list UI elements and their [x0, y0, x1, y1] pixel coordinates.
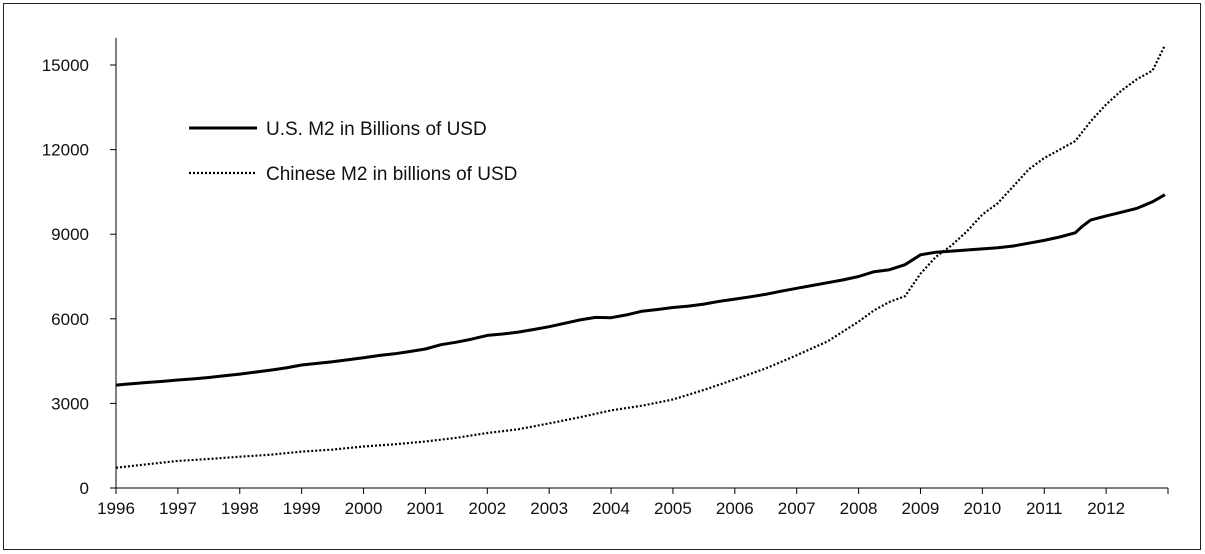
- x-tick-label: 2011: [1026, 499, 1063, 518]
- x-tick-label: 2003: [530, 499, 568, 518]
- legend-label-china: Chinese M2 in billions of USD: [266, 164, 517, 185]
- y-tick-label: 3000: [51, 394, 89, 413]
- series-line-us-m2: [115, 193, 1166, 387]
- y-tick-label: 0: [80, 479, 89, 498]
- series-layer: [115, 44, 1166, 469]
- x-tick-label: 2010: [963, 499, 1001, 518]
- x-tick-label: 1999: [283, 499, 321, 518]
- legend: U.S. M2 in Billions of USD Chinese M2 in…: [189, 119, 517, 185]
- x-tick-label: 1998: [221, 499, 259, 518]
- x-tick-label: 2008: [840, 499, 878, 518]
- x-tick-label: 2006: [716, 499, 754, 518]
- x-tick-label: 1997: [159, 499, 197, 518]
- y-ticks: 0 3000 6000 9000 12000 15000: [42, 56, 116, 498]
- axes: [115, 38, 1168, 489]
- series-line-china-m2: [115, 44, 1166, 469]
- x-tick-label: 2012: [1087, 499, 1125, 518]
- chart-frame: [3, 3, 1201, 550]
- x-tick-label: 1996: [97, 499, 135, 518]
- x-ticks: 1996 1997 1998 1999 2000 2001 2002 2003 2004 2005…: [97, 488, 1169, 518]
- x-tick-label: 2001: [406, 499, 444, 518]
- x-tick-label: 2009: [902, 499, 940, 518]
- x-tick-label: 2000: [345, 499, 383, 518]
- y-tick-label: 6000: [51, 310, 89, 329]
- x-tick-label: 2007: [778, 499, 816, 518]
- y-tick-label: 12000: [42, 141, 89, 160]
- y-tick-label: 9000: [51, 225, 89, 244]
- x-tick-label: 2005: [654, 499, 692, 518]
- legend-label-us: U.S. M2 in Billions of USD: [266, 119, 487, 140]
- x-tick-label: 2002: [468, 499, 506, 518]
- x-tick-label: 2004: [592, 499, 630, 518]
- y-tick-label: 15000: [42, 56, 89, 75]
